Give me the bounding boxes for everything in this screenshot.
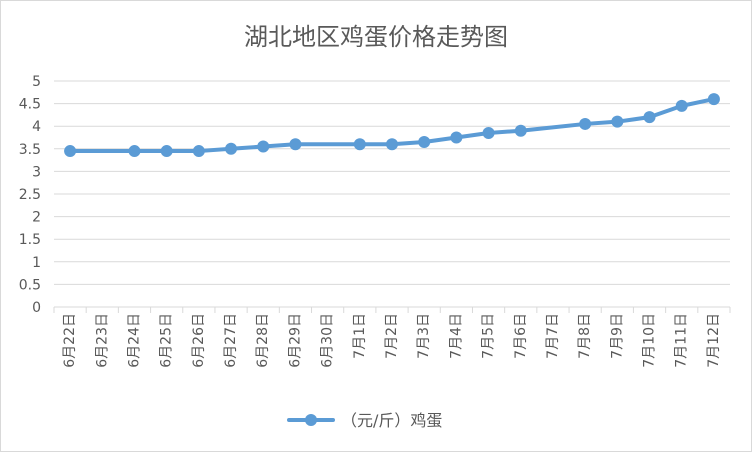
x-tick-label: 7月7日 bbox=[545, 313, 561, 359]
chart-title: 湖北地区鸡蛋价格走势图 bbox=[244, 23, 508, 51]
x-tick-label: 7月10日 bbox=[642, 313, 658, 368]
y-tick-label: 2.5 bbox=[19, 187, 41, 203]
data-point bbox=[611, 115, 624, 128]
y-tick-label: 4 bbox=[32, 119, 41, 135]
data-point bbox=[675, 99, 688, 112]
data-point bbox=[450, 131, 463, 144]
y-tick-label: 3.5 bbox=[19, 142, 41, 158]
x-tick-label: 6月24日 bbox=[126, 313, 142, 368]
data-point bbox=[514, 124, 527, 137]
x-tick-label: 6月27日 bbox=[223, 313, 239, 368]
x-tick-label: 6月28日 bbox=[255, 313, 271, 368]
x-tick-label: 6月25日 bbox=[159, 313, 175, 368]
data-point bbox=[64, 145, 77, 158]
data-point bbox=[482, 126, 495, 139]
legend-marker-icon bbox=[305, 414, 317, 426]
x-tick-label: 7月6日 bbox=[513, 313, 529, 359]
y-tick-label: 4.5 bbox=[19, 97, 41, 113]
series-group bbox=[64, 93, 720, 158]
grid-lines bbox=[54, 80, 730, 308]
data-point bbox=[225, 142, 238, 155]
data-point bbox=[707, 93, 720, 106]
x-tick-label: 7月8日 bbox=[577, 313, 593, 359]
y-tick-label: 1 bbox=[32, 255, 41, 271]
x-tick-label: 7月4日 bbox=[448, 313, 464, 359]
x-tick-label: 7月2日 bbox=[384, 313, 400, 359]
x-tick-label: 7月12日 bbox=[706, 313, 722, 368]
x-tick-label: 7月3日 bbox=[416, 313, 432, 359]
y-tick-label: 1.5 bbox=[19, 232, 41, 248]
data-point bbox=[192, 145, 205, 158]
data-point bbox=[289, 138, 302, 151]
data-point bbox=[257, 140, 270, 153]
y-tick-label: 2 bbox=[32, 210, 41, 226]
y-tick-label: 0 bbox=[32, 300, 41, 316]
y-tick-label: 0.5 bbox=[19, 277, 41, 293]
x-axis: 6月22日 6月23日 6月24日 6月25日 6月26日 6月27日 6月28日 6月29日… bbox=[53, 307, 731, 368]
x-tick-label: 6月30日 bbox=[320, 313, 336, 368]
y-tick-label: 5 bbox=[32, 74, 41, 90]
x-tick-label: 7月5日 bbox=[481, 313, 497, 359]
x-tick-label: 7月1日 bbox=[352, 313, 368, 359]
x-tick-label: 7月11日 bbox=[674, 313, 690, 368]
y-axis: 0 0.5 1 1.5 2 2.5 3 3.5 4 4.5 5 bbox=[19, 74, 41, 316]
data-point bbox=[160, 145, 173, 158]
data-point bbox=[579, 117, 592, 130]
x-tick-label: 7月9日 bbox=[609, 313, 625, 359]
x-tick-label: 6月29日 bbox=[287, 313, 303, 368]
data-point bbox=[643, 111, 656, 124]
data-point bbox=[353, 138, 366, 151]
y-tick-label: 3 bbox=[32, 164, 41, 180]
x-tick-label: 6月22日 bbox=[62, 313, 78, 368]
legend: （元/斤）鸡蛋 bbox=[287, 411, 442, 430]
x-tick-label: 6月23日 bbox=[94, 313, 110, 368]
x-tick-label: 6月26日 bbox=[191, 313, 207, 368]
data-point bbox=[418, 136, 431, 149]
data-point bbox=[386, 138, 398, 151]
data-point bbox=[128, 145, 141, 158]
legend-label: （元/斤）鸡蛋 bbox=[341, 411, 442, 430]
